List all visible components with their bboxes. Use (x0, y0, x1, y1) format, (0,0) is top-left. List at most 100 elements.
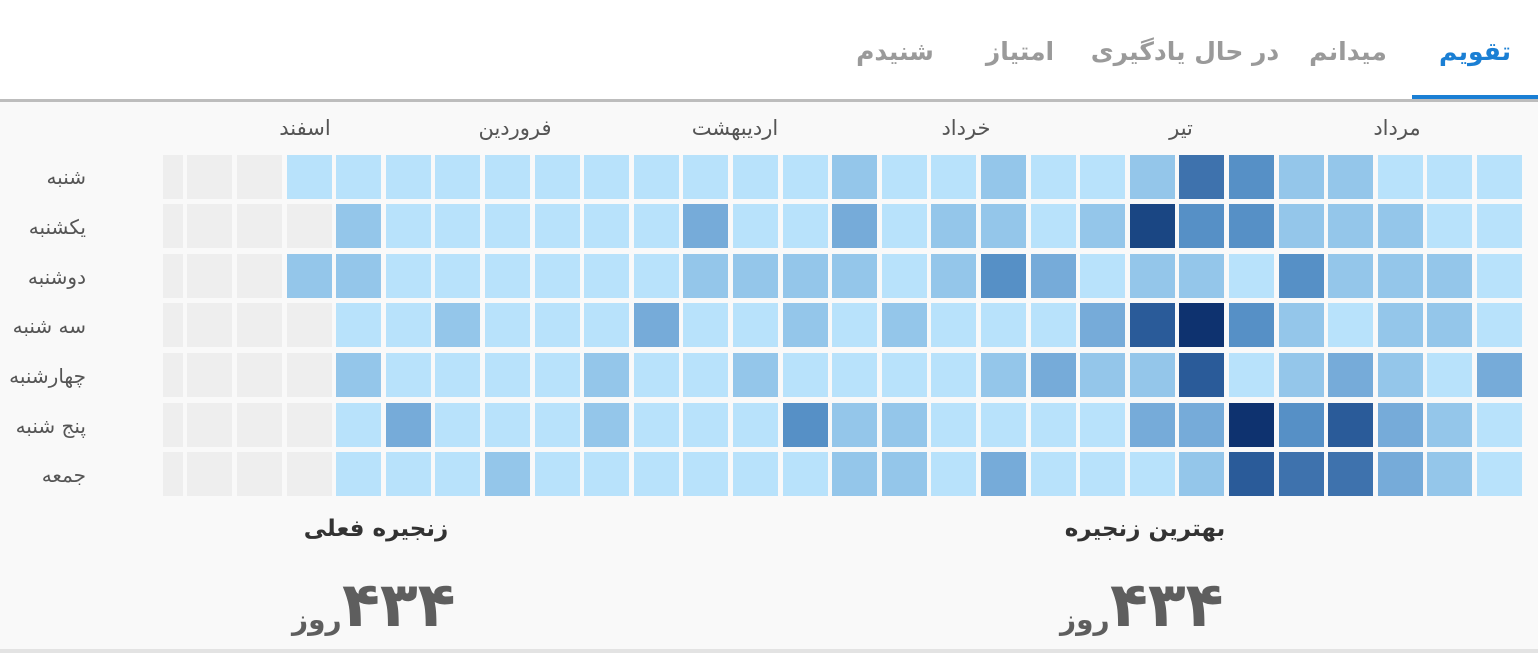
day-label-thursday: پنج شنبه (15, 414, 86, 438)
day-cell (1080, 452, 1126, 497)
day-cell (733, 253, 778, 298)
tab-heard[interactable]: شنیدم (856, 37, 934, 66)
day-cell (881, 204, 927, 249)
day-cell (782, 402, 828, 447)
day-cell (832, 204, 878, 249)
day-cell (1427, 303, 1473, 348)
day-cell (1080, 154, 1126, 199)
day-label-sunday: یکشنبه (28, 215, 86, 239)
day-cell (187, 402, 233, 447)
day-cell (981, 154, 1026, 199)
day-cell (187, 352, 233, 397)
day-cell (1229, 204, 1274, 249)
day-cell (336, 352, 382, 397)
day-cell (435, 204, 481, 249)
day-cell (1229, 352, 1274, 397)
day-cell (187, 303, 233, 348)
day-cell (633, 452, 679, 497)
day-cell (1328, 402, 1374, 447)
day-cell (336, 402, 382, 447)
day-cell (485, 154, 530, 199)
day-cell (981, 253, 1026, 298)
day-cell (782, 303, 828, 348)
day-cell (683, 303, 729, 348)
day-cell (1328, 204, 1374, 249)
day-cell (485, 253, 530, 298)
day-cell (1278, 204, 1324, 249)
tab-bar: تقویم میدانم در حال یادگیری امتیاز شنیدم (0, 0, 1538, 100)
day-cell (1179, 253, 1225, 298)
day-cell (1278, 154, 1324, 199)
tab-score[interactable]: امتیاز (985, 37, 1055, 66)
day-cell (435, 352, 481, 397)
tab-known[interactable]: میدانم (1309, 37, 1387, 66)
day-cell (981, 204, 1026, 249)
day-cell (1427, 352, 1473, 397)
day-cell (163, 253, 183, 298)
day-cell (1129, 204, 1175, 249)
day-cell (584, 402, 630, 447)
day-cell (187, 154, 233, 199)
day-cell (237, 402, 282, 447)
day-cell (881, 452, 927, 497)
day-cell (336, 452, 382, 497)
day-cell (187, 204, 233, 249)
day-cell (385, 154, 431, 199)
day-cell (435, 452, 481, 497)
best-streak-label: بهترین زنجیره (1064, 516, 1226, 542)
day-cell (485, 352, 530, 397)
day-cell (163, 154, 183, 199)
day-cell (683, 204, 729, 249)
day-cell (1377, 352, 1423, 397)
day-cell (1179, 204, 1225, 249)
day-cell (485, 402, 530, 447)
day-cell (683, 253, 729, 298)
day-cell (832, 402, 878, 447)
tab-divider (0, 99, 1538, 102)
day-cell (931, 303, 977, 348)
day-cell (1229, 452, 1274, 497)
day-cell (286, 154, 332, 199)
day-cell (981, 303, 1026, 348)
month-label-esfand: اسفند (279, 116, 331, 140)
day-cell (931, 253, 977, 298)
day-cell (1328, 352, 1374, 397)
day-cell (237, 303, 282, 348)
day-cell (633, 204, 679, 249)
day-cell (385, 303, 431, 348)
month-label-khordad: خرداد (941, 116, 991, 140)
day-cell (931, 402, 977, 447)
day-cell (534, 352, 580, 397)
day-cell (286, 402, 332, 447)
day-cell (584, 154, 630, 199)
current-streak-label: زنجیره فعلی (303, 516, 449, 542)
day-cell (1477, 402, 1522, 447)
day-label-saturday: شنبه (46, 165, 86, 189)
day-cell (163, 352, 183, 397)
day-cell (1278, 253, 1324, 298)
day-cell (1179, 352, 1225, 397)
day-cell (187, 452, 233, 497)
day-cell (286, 204, 332, 249)
day-cell (435, 402, 481, 447)
day-cell (1080, 402, 1126, 447)
day-cell (1229, 154, 1274, 199)
day-cell (1427, 452, 1473, 497)
day-cell (1377, 452, 1423, 497)
day-cell (733, 204, 778, 249)
day-cell (1477, 352, 1522, 397)
day-cell (584, 204, 630, 249)
day-cell (286, 303, 332, 348)
day-cell (782, 253, 828, 298)
day-cell (1377, 253, 1423, 298)
day-cell (683, 452, 729, 497)
day-cell (237, 154, 282, 199)
tab-calendar[interactable]: تقویم (1438, 37, 1512, 66)
tab-learning[interactable]: در حال یادگیری (1090, 37, 1280, 66)
day-cell (187, 253, 233, 298)
day-cell (435, 303, 481, 348)
day-cell (534, 204, 580, 249)
best-streak-unit: روز (1060, 603, 1110, 636)
day-cell (931, 154, 977, 199)
day-cell (832, 303, 878, 348)
